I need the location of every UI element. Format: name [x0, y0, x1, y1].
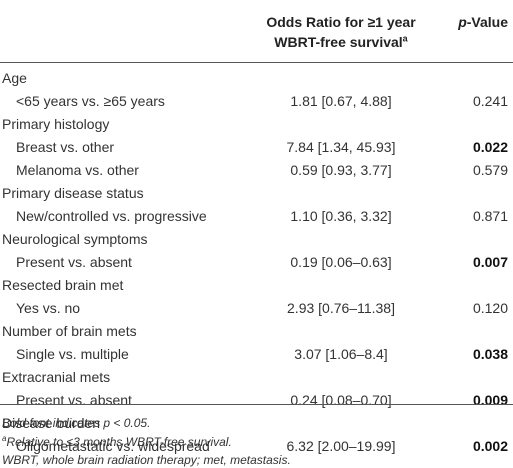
table-row: Melanoma vs. other 0.59 [0.93, 3.77] 0.579 [0, 158, 513, 181]
table-row: Breast vs. other 7.84 [1.34, 45.93] 0.022 [0, 135, 513, 158]
odds-ratio-cell: 3.07 [1.06–8.4] [294, 346, 388, 362]
footnote-a: aRelative to ≤3 months WBRT-free surviva… [2, 434, 232, 450]
category-label: Disease burden [2, 415, 101, 431]
pvalue-cell: 0.120 [472, 300, 508, 316]
category-row: Extracranial mets [0, 365, 513, 388]
comparison-label: Breast vs. other [16, 139, 115, 155]
odds-ratio-cell: 1.10 [0.36, 3.32] [290, 208, 392, 224]
pvalue-cell: 0.241 [472, 93, 508, 109]
odds-header-line1: Odds Ratio for ≥1 year [266, 14, 416, 30]
comparison-label: Melanoma vs. other [16, 162, 139, 178]
category-label: Resected brain met [2, 277, 124, 293]
footnote-a-marker: a [402, 33, 408, 44]
table-row: Single vs. multiple 3.07 [1.06–8.4] 0.038 [0, 342, 513, 365]
category-row: Primary disease status [0, 181, 513, 204]
table-bottom-rule [0, 404, 513, 405]
category-label: Primary disease status [2, 185, 144, 201]
odds-header-line2: WBRT-free survivala [246, 32, 436, 52]
category-row: Neurological symptoms [0, 227, 513, 250]
pvalue-cell: 0.007 [472, 254, 508, 270]
category-label: Age [2, 70, 27, 86]
comparison-label: Single vs. multiple [16, 346, 129, 362]
pvalue-cell: 0.002 [472, 438, 508, 454]
pvalue-header: p-Value [440, 12, 508, 32]
comparison-label: Present vs. absent [16, 254, 132, 270]
category-row: Disease burden [0, 411, 513, 434]
table-row: Present vs. absent 0.19 [0.06–0.63] 0.007 [0, 250, 513, 273]
category-row: Resected brain met [0, 273, 513, 296]
odds-ratio-cell: 2.93 [0.76–11.38] [287, 300, 395, 316]
comparison-label: <65 years vs. ≥65 years [16, 93, 165, 109]
table-row: <65 years vs. ≥65 years 1.81 [0.67, 4.88]… [0, 89, 513, 112]
table-row: Yes vs. no 2.93 [0.76–11.38] 0.120 [0, 296, 513, 319]
odds-ratio-cell: 0.19 [0.06–0.63] [290, 254, 392, 270]
table-header: Odds Ratio for ≥1 year WBRT-free surviva… [0, 0, 513, 63]
odds-ratio-cell: 1.81 [0.67, 4.88] [290, 93, 392, 109]
pvalue-header-p: p [458, 14, 467, 30]
footnote-abbreviations: WBRT, whole brain radiation therapy; met… [2, 453, 291, 467]
footnote-bold: Bold font indicates p < 0.05. [2, 416, 151, 430]
odds-header-line2-text: WBRT-free survival [274, 34, 403, 50]
category-row: Age [0, 66, 513, 89]
pvalue-cell: 0.871 [472, 208, 508, 224]
odds-ratio-header: Odds Ratio for ≥1 year WBRT-free surviva… [246, 12, 436, 52]
table-row: Oligometastatic vs. widespread 6.32 [2.00… [0, 434, 513, 457]
category-row: Primary histology [0, 112, 513, 135]
footnote-a-text: Relative to ≤3 months WBRT-free survival… [6, 435, 232, 449]
pvalue-cell: 0.579 [472, 162, 508, 178]
footnote-a-sup: a [2, 434, 7, 443]
comparison-label: Yes vs. no [16, 300, 81, 316]
odds-ratio-cell: 0.59 [0.93, 3.77] [290, 162, 392, 178]
category-label: Primary histology [2, 116, 110, 132]
comparison-label: New/controlled vs. progressive [16, 208, 207, 224]
pvalue-cell: 0.022 [472, 139, 508, 155]
category-row: Number of brain mets [0, 319, 513, 342]
category-label: Number of brain mets [2, 323, 137, 339]
odds-ratio-cell: 7.84 [1.34, 45.93] [286, 139, 396, 155]
comparison-label: Oligometastatic vs. widespread [16, 438, 210, 454]
category-label: Neurological symptoms [2, 231, 148, 247]
pvalue-cell: 0.038 [472, 346, 508, 362]
odds-ratio-cell: 6.32 [2.00–19.99] [286, 438, 396, 454]
odds-ratio-cell: 0.24 [0.08–0.70] [290, 392, 392, 408]
pvalue-header-rest: -Value [466, 14, 508, 30]
comparison-label: Present vs. absent [16, 392, 132, 408]
table-body: Age <65 years vs. ≥65 years 1.81 [0.67, 4.… [0, 66, 513, 457]
category-label: Extracranial mets [2, 369, 111, 385]
table-row: New/controlled vs. progressive 1.10 [0.36… [0, 204, 513, 227]
table-row: Present vs. absent 0.24 [0.08–0.70] 0.009 [0, 388, 513, 411]
pvalue-cell: 0.009 [472, 392, 508, 408]
